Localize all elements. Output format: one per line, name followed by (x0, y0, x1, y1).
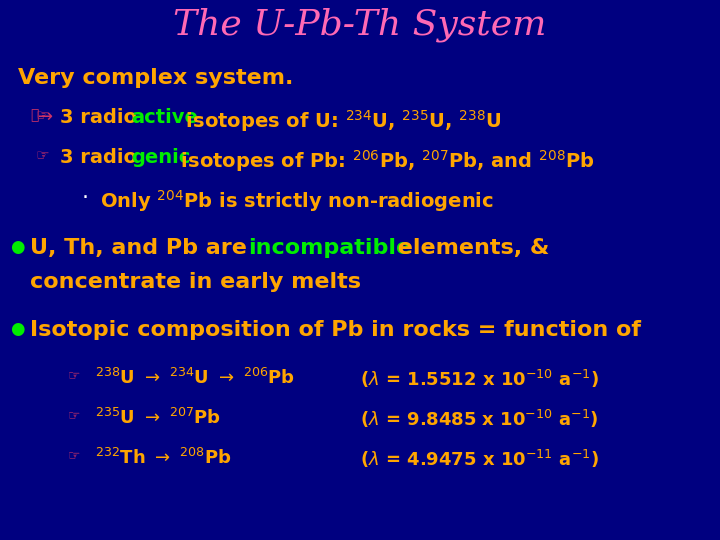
Text: elements, &: elements, & (390, 238, 549, 258)
Text: $^{238}$U $\rightarrow$ $^{234}$U $\rightarrow$ $^{206}$Pb: $^{238}$U $\rightarrow$ $^{234}$U $\righ… (95, 368, 295, 388)
Text: ($\lambda$ = 4.9475 x 10$^{-11}$ a$^{-1}$): ($\lambda$ = 4.9475 x 10$^{-11}$ a$^{-1}… (360, 448, 599, 470)
Text: ☞: ☞ (68, 368, 81, 382)
Text: Isotopic composition of Pb in rocks = function of: Isotopic composition of Pb in rocks = fu… (30, 320, 641, 340)
Text: ☞: ☞ (36, 148, 50, 163)
Text: isotopes of U: $^{234}$U, $^{235}$U, $^{238}$U: isotopes of U: $^{234}$U, $^{235}$U, $^{… (179, 108, 501, 134)
Text: ☞: ☞ (68, 448, 81, 462)
Text: genic: genic (131, 148, 190, 167)
Text: Very complex system.: Very complex system. (18, 68, 293, 88)
Text: The U-Pb-Th System: The U-Pb-Th System (174, 8, 546, 43)
Text: incompatible: incompatible (248, 238, 411, 258)
Text: ($\lambda$ = 1.5512 x 10$^{-10}$ a$^{-1}$): ($\lambda$ = 1.5512 x 10$^{-10}$ a$^{-1}… (360, 368, 599, 390)
Text: Only $^{204}$Pb is strictly non-radiogenic: Only $^{204}$Pb is strictly non-radiogen… (100, 188, 494, 214)
Text: 3 radio: 3 radio (60, 108, 137, 127)
Text: ☞: ☞ (68, 408, 81, 422)
Text: 🄰: 🄰 (30, 108, 38, 122)
Text: ·: · (82, 188, 89, 208)
Text: ☞: ☞ (36, 108, 50, 123)
Text: ($\lambda$ = 9.8485 x 10$^{-10}$ a$^{-1}$): ($\lambda$ = 9.8485 x 10$^{-10}$ a$^{-1}… (360, 408, 598, 430)
Text: U, Th, and Pb are: U, Th, and Pb are (30, 238, 255, 258)
Text: concentrate in early melts: concentrate in early melts (30, 272, 361, 292)
Text: $^{235}$U $\rightarrow$ $^{207}$Pb: $^{235}$U $\rightarrow$ $^{207}$Pb (95, 408, 221, 428)
Text: ●: ● (10, 238, 24, 256)
Text: isotopes of Pb: $^{206}$Pb, $^{207}$Pb, and $^{208}$Pb: isotopes of Pb: $^{206}$Pb, $^{207}$Pb, … (174, 148, 595, 174)
Text: $^{232}$Th $\rightarrow$ $^{208}$Pb: $^{232}$Th $\rightarrow$ $^{208}$Pb (95, 448, 232, 468)
Text: →: → (38, 108, 53, 126)
Text: 3 radio: 3 radio (60, 148, 137, 167)
Text: ●: ● (10, 320, 24, 338)
Text: active: active (131, 108, 198, 127)
